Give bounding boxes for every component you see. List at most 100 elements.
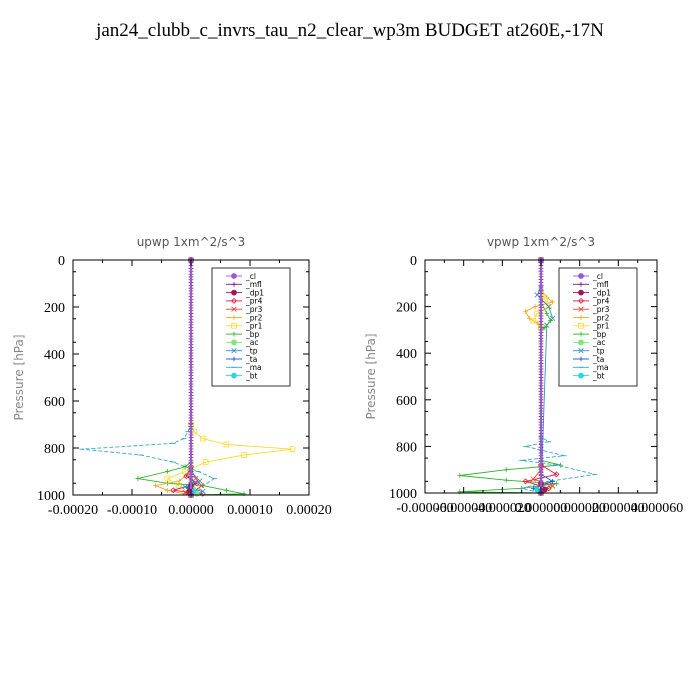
legend-entry: _bt bbox=[592, 371, 605, 380]
legend-box bbox=[211, 267, 291, 387]
data-point bbox=[542, 296, 548, 303]
legend-entry: _pr1 bbox=[245, 322, 263, 331]
data-point bbox=[165, 469, 170, 474]
legend-entry: _ac bbox=[245, 338, 258, 347]
data-point bbox=[530, 476, 536, 482]
legend-marker bbox=[231, 315, 237, 320]
data-point bbox=[182, 464, 188, 470]
legend-marker bbox=[578, 356, 584, 362]
x-tick-label: 0.000020 bbox=[553, 501, 606, 516]
data-point bbox=[241, 452, 247, 458]
series-line-ma bbox=[81, 260, 216, 496]
data-point bbox=[224, 487, 229, 493]
legend-marker bbox=[231, 348, 237, 354]
y-tick-label: 200 bbox=[396, 301, 417, 316]
legend-entry: _pr3 bbox=[592, 305, 610, 314]
x-tick-label: -0.000060 bbox=[396, 501, 453, 516]
legend-marker bbox=[231, 289, 237, 296]
legend-entry: _tp bbox=[245, 347, 258, 356]
data-point bbox=[530, 317, 537, 324]
legend-marker bbox=[578, 331, 584, 337]
legend-entry: _mfl bbox=[592, 280, 609, 289]
legend-marker bbox=[231, 281, 237, 287]
legend-entry: _pr2 bbox=[245, 313, 263, 322]
chart-panel-1: upwp 1xm^2/s^3 Pressure [hPa] 0 200 400 600 80… bbox=[12, 235, 332, 518]
y-tick-label: 200 bbox=[44, 301, 65, 316]
data-point bbox=[202, 459, 209, 465]
legend-marker bbox=[578, 273, 584, 279]
series-pr4 bbox=[170, 257, 206, 498]
legend-entry: _bt bbox=[245, 371, 258, 380]
data-point bbox=[534, 310, 540, 317]
data-point bbox=[198, 482, 205, 489]
legend-marker bbox=[578, 297, 584, 304]
data-point bbox=[165, 487, 170, 493]
zero-column-markers bbox=[188, 257, 194, 497]
legend-marker bbox=[231, 273, 237, 279]
data-point bbox=[544, 311, 550, 316]
legend-entry: _ta bbox=[245, 355, 257, 364]
legend-entry: _ma bbox=[592, 363, 609, 372]
y-axis-label: Pressure [hPa] bbox=[364, 333, 378, 419]
series-pr2 bbox=[153, 257, 194, 498]
legend-marker bbox=[231, 306, 237, 312]
data-point bbox=[457, 489, 463, 495]
data-point bbox=[197, 478, 203, 484]
legend-entry: _bp bbox=[592, 330, 607, 339]
legend-marker bbox=[578, 348, 584, 354]
legend-entry: _dp1 bbox=[245, 288, 264, 297]
series-bp bbox=[457, 257, 563, 496]
x-tick-label: 0.00020 bbox=[286, 503, 332, 518]
data-point bbox=[545, 303, 552, 310]
data-point bbox=[457, 473, 463, 478]
legend-marker bbox=[578, 339, 584, 346]
legend-marker bbox=[231, 356, 237, 362]
data-point bbox=[183, 473, 190, 480]
data-point bbox=[532, 304, 538, 309]
data-point bbox=[193, 475, 199, 482]
legend-marker bbox=[578, 281, 584, 287]
data-point bbox=[553, 471, 560, 478]
legend-marker bbox=[578, 322, 584, 329]
legend-marker bbox=[578, 306, 584, 312]
legend-entry: _mfl bbox=[245, 280, 262, 289]
series-ma bbox=[79, 259, 217, 496]
legend-entry: _pr1 bbox=[592, 322, 610, 331]
data-point bbox=[170, 487, 177, 494]
y-tick-label: 1000 bbox=[37, 489, 65, 504]
legend-entry: _ta bbox=[592, 355, 604, 364]
series-line-bp bbox=[137, 260, 245, 496]
legend-entry: _pr2 bbox=[592, 313, 610, 322]
data-point bbox=[223, 441, 230, 448]
y-tick-label: 400 bbox=[44, 348, 65, 363]
x-tick-label: -0.000040 bbox=[435, 501, 492, 516]
x-tick-label: 0.000060 bbox=[631, 501, 684, 516]
data-point bbox=[550, 478, 555, 484]
legend-entry: _ac bbox=[592, 338, 605, 347]
legend-box bbox=[558, 267, 638, 387]
legend-entry: _dp1 bbox=[592, 288, 611, 297]
data-point bbox=[200, 488, 206, 495]
x-tick-label: 0.000000 bbox=[515, 501, 568, 516]
data-point bbox=[548, 318, 554, 323]
legend-marker bbox=[231, 297, 237, 304]
series-tp bbox=[534, 257, 556, 496]
legend-entry: _cl bbox=[245, 272, 256, 281]
data-point bbox=[546, 303, 552, 310]
legend-marker bbox=[231, 331, 237, 337]
chart-title: upwp 1xm^2/s^3 bbox=[137, 235, 246, 249]
y-tick-label: 800 bbox=[44, 442, 65, 457]
legend-entry: _cl bbox=[592, 272, 603, 281]
legend-marker bbox=[231, 372, 237, 379]
y-tick-label: 600 bbox=[44, 395, 65, 410]
x-tick-label: -0.000020 bbox=[474, 501, 531, 516]
chart-title: vpwp 1xm^2/s^3 bbox=[487, 235, 595, 249]
data-point bbox=[503, 477, 509, 483]
figure-title: jan24_clubb_c_invrs_tau_n2_clear_wp3m BU… bbox=[96, 20, 604, 41]
legend-marker bbox=[231, 339, 237, 346]
data-point bbox=[550, 299, 555, 305]
legend-entry: _tp bbox=[592, 347, 605, 356]
x-tick-label: 0.00000 bbox=[168, 503, 214, 518]
y-axis-label: Pressure [hPa] bbox=[12, 334, 26, 420]
